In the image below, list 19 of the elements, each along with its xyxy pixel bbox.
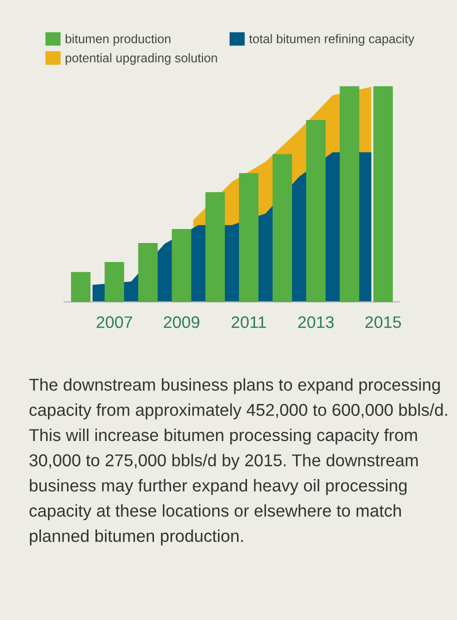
bar [373,86,393,302]
bar [306,120,326,302]
legend-label: potential upgrading solution [66,53,217,65]
bar [172,229,192,302]
bar [205,192,225,302]
bar [104,262,124,302]
x-tick-label: 2013 [298,316,334,328]
x-tick-label: 2007 [96,316,132,328]
x-tick-label: 2009 [164,316,200,328]
bar [238,173,258,302]
bar [272,154,292,302]
bar [71,272,91,302]
legend-label: total bitumen refining capacity [249,34,414,46]
text: The downstream business plans to expand processing capacity from approximately 452,000 to 600,000 bbls/d. This will increase bitumen processing capacity from 30,000 to 275,000 bbls/d by 2015. The downstream business may further expand heavy oil processing capacity at these locations or elsewhere to match planned bitumen production. [29,378,447,546]
legend-label: bitumen production [66,34,170,46]
x-tick-label: 2015 [365,316,401,328]
bar [138,243,158,302]
bar [340,86,360,302]
x-tick-label: 2011 [232,316,266,328]
